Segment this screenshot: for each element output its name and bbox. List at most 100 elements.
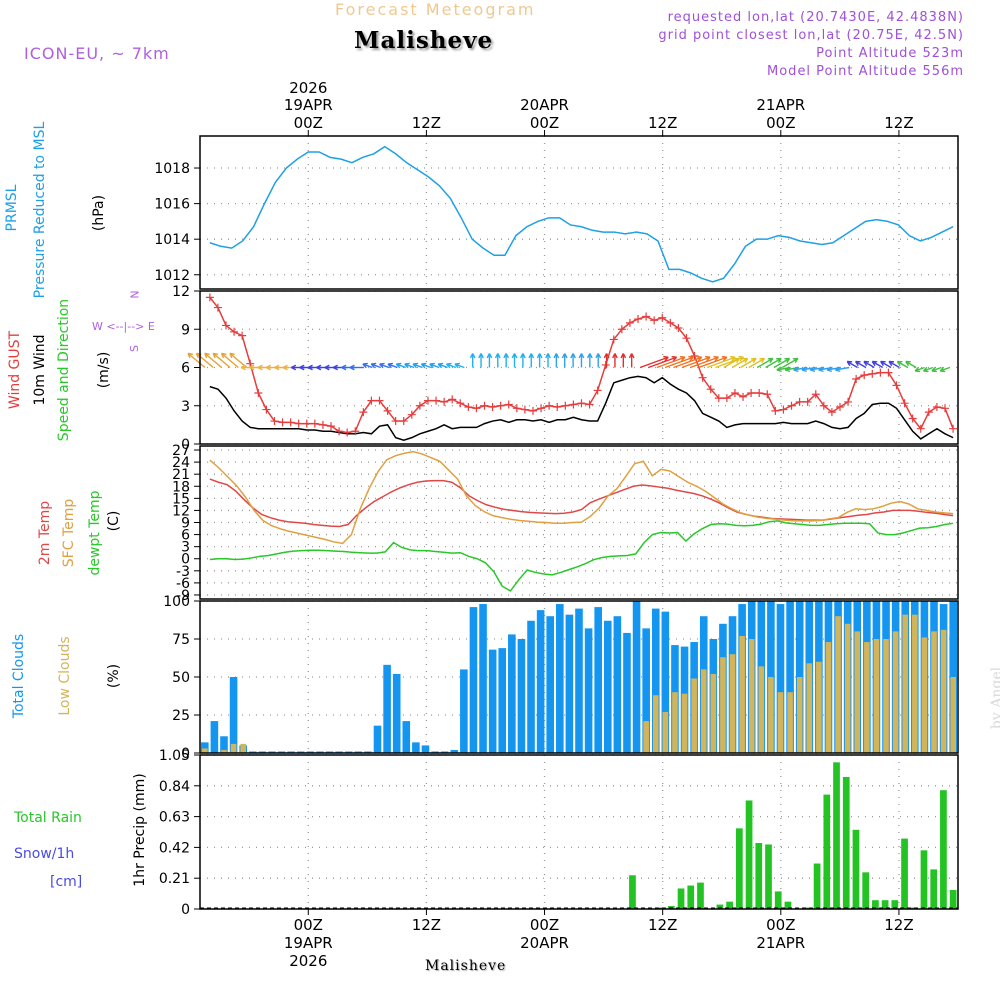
gust-marker <box>747 389 756 397</box>
panel-frame-3 <box>199 600 959 754</box>
wind-dir-arrowhead <box>776 357 782 364</box>
panel-frame-0 <box>199 135 959 290</box>
wind-dir-arrowhead <box>792 357 799 364</box>
low-cloud-bar <box>672 692 678 753</box>
temp-2m-line <box>209 478 954 528</box>
total-cloud-bar <box>364 751 372 753</box>
total-cloud-bar <box>517 639 526 753</box>
total-cloud-bar <box>412 742 420 753</box>
total-cloud-bar <box>642 628 650 753</box>
total-cloud-bar <box>527 620 535 753</box>
total-cloud-bar <box>776 604 785 753</box>
wind-dir-arrow <box>229 352 248 369</box>
gust-marker <box>310 419 319 428</box>
gust-marker <box>730 389 739 397</box>
time-label-top-hour: 00Z <box>530 114 559 132</box>
low-cloud-bar <box>892 631 899 753</box>
wind-dir-arrow <box>187 352 206 369</box>
wind-dir-arrow <box>863 360 875 369</box>
wind-dir-arrow <box>379 363 390 369</box>
time-label-bottom-hour: 12Z <box>412 916 441 934</box>
gust-marker <box>852 374 861 383</box>
total-cloud-bar <box>565 614 574 753</box>
gust-marker <box>642 312 651 321</box>
wind-dir-arrowhead <box>914 366 921 373</box>
gridpoint-coords: grid point closest lon,lat (20.75E, 42.5… <box>658 28 964 43</box>
wind-dir-arrow <box>656 356 686 369</box>
wind-dir-arrowhead <box>730 355 736 362</box>
wind-dir-arrowhead <box>404 362 410 369</box>
gust-marker <box>528 406 537 415</box>
ytick-label: 0.42 <box>159 840 190 856</box>
wind-dir-arrowhead <box>204 352 210 359</box>
ytick-label: 75 <box>172 632 190 648</box>
gust-marker <box>423 396 432 405</box>
gust-marker <box>634 315 643 324</box>
wind-dir-arrowhead <box>511 353 518 359</box>
ytick-label: 25 <box>172 708 190 724</box>
wind-dir-arrow <box>871 360 884 369</box>
gust-marker <box>222 321 231 330</box>
total-cloud-bar <box>479 604 487 753</box>
gust-marker <box>658 313 667 322</box>
wind-dir-arrow <box>387 363 398 369</box>
gust-marker <box>779 405 788 414</box>
ytick-label: 18 <box>172 479 190 495</box>
precip-legend-snow: Snow/1h <box>14 846 75 862</box>
wind-dir-arrow <box>781 357 799 369</box>
wind-dir-arrowhead <box>734 357 740 364</box>
low-cloud-bar <box>652 695 659 753</box>
total-cloud-bar <box>546 616 555 753</box>
wind-dir-arrowhead <box>446 362 452 369</box>
wind-dir-arrowhead <box>299 364 305 371</box>
wind-dir-arrowhead <box>888 360 895 367</box>
wind-dir-arrowhead <box>536 353 543 359</box>
time-label-top-hour: 12Z <box>884 114 913 132</box>
wind-dir-arrow <box>396 363 406 369</box>
gust-marker <box>448 395 457 404</box>
ytick-label: 1018 <box>154 161 190 177</box>
wind-dir-arrowhead <box>469 353 476 359</box>
wind-dir-arrow <box>673 356 702 369</box>
wind-dir-arrowhead <box>274 364 280 371</box>
precip-bar <box>881 900 889 909</box>
precip-bar <box>735 828 743 909</box>
gust-marker <box>399 417 408 426</box>
wind-dir-arrow <box>914 366 925 372</box>
total-cloud-bar <box>431 751 439 753</box>
wind-dir-arrow <box>756 357 774 369</box>
precip-bar <box>852 829 860 909</box>
wind-dir-arrowhead <box>863 360 869 367</box>
gust-marker <box>916 424 925 433</box>
time-label-bottom-hour: 12Z <box>648 916 677 934</box>
wind-dir-arrow <box>939 366 950 372</box>
wind-dir-arrowhead <box>835 366 841 373</box>
total-cloud-bar <box>469 607 478 753</box>
gust-marker <box>876 368 885 377</box>
wind-dir-arrowhead <box>494 353 501 359</box>
gust-marker <box>286 418 295 427</box>
low-cloud-bar <box>748 639 755 753</box>
point-altitude: Point Altitude 523m <box>816 46 964 61</box>
gust-marker <box>343 428 352 437</box>
gust-marker <box>213 303 222 312</box>
wind-dir-arrow <box>221 352 239 369</box>
total-cloud-bar <box>661 611 670 753</box>
wind-dir-arrow <box>931 366 942 372</box>
precip-bar <box>872 900 879 909</box>
wind-dir-arrow <box>362 363 373 369</box>
wind-dir-arrowhead <box>249 364 255 371</box>
time-label-bottom-hour: 00Z <box>294 916 323 934</box>
low-cloud-bar <box>643 721 649 753</box>
gust-marker <box>755 389 764 397</box>
wind-dir-arrowhead <box>362 362 368 369</box>
low-cloud-bar <box>873 639 880 753</box>
wind-dir-arrowhead <box>528 353 535 359</box>
total-cloud-bar <box>201 742 209 753</box>
wind-dir-arrow <box>698 356 728 369</box>
panel-frame-1 <box>199 290 959 445</box>
wind-dir-arrowhead <box>784 366 791 373</box>
precip-bar <box>920 850 928 909</box>
total-cloud-bar <box>623 632 631 753</box>
footer-location: Malisheve <box>425 958 507 974</box>
